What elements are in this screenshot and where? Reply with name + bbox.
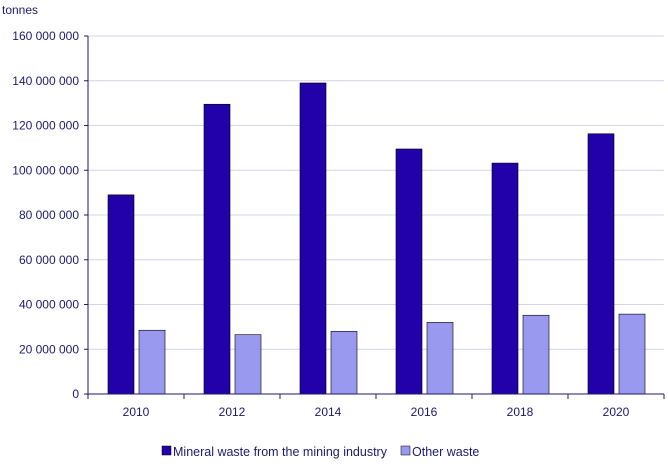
bar — [491, 162, 519, 395]
bar — [587, 133, 615, 395]
x-tick-label: 2010 — [123, 405, 150, 419]
legend-swatch — [400, 445, 411, 456]
bar — [395, 148, 423, 395]
gridlines — [88, 35, 664, 350]
x-tick-label: 2016 — [411, 405, 438, 419]
legend: Mineral waste from the mining industry Ot… — [161, 445, 479, 459]
y-axis-unit-label: tonnes — [2, 3, 38, 17]
legend-label: Mineral waste from the mining industry — [173, 445, 388, 459]
bar — [234, 334, 262, 395]
x-tick-label: 2020 — [603, 405, 630, 419]
y-tick-label: 60 000 000 — [19, 253, 79, 267]
bar — [618, 313, 646, 395]
x-axis-tick-labels: 2010 2012 2014 2016 2018 2020 — [123, 405, 630, 419]
legend-swatch — [161, 445, 172, 456]
y-tick-label: 40 000 000 — [19, 298, 79, 312]
bar — [138, 329, 166, 395]
y-tick-label: 100 000 000 — [12, 163, 79, 177]
bar — [522, 314, 550, 395]
axes — [84, 35, 665, 399]
x-tick-label: 2014 — [315, 405, 342, 419]
x-tick-label: 2012 — [219, 405, 246, 419]
bar — [107, 194, 135, 395]
bar — [330, 331, 358, 395]
bar — [299, 82, 327, 395]
bar — [426, 322, 454, 395]
x-tick-label: 2018 — [507, 405, 534, 419]
bars — [107, 82, 646, 395]
y-tick-label: 80 000 000 — [19, 208, 79, 222]
y-tick-label: 0 — [72, 387, 79, 401]
legend-label: Other waste — [412, 445, 479, 459]
y-tick-label: 120 000 000 — [12, 119, 79, 133]
y-tick-label: 140 000 000 — [12, 74, 79, 88]
y-axis-tick-labels: 0 20 000 000 40 000 000 60 000 000 80 000 00… — [12, 29, 79, 401]
y-tick-label: 20 000 000 — [19, 342, 79, 356]
y-tick-label: 160 000 000 — [12, 29, 79, 43]
bar — [203, 103, 231, 395]
